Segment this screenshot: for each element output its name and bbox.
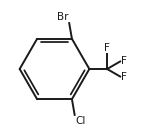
Text: F: F (122, 56, 127, 66)
Text: F: F (104, 43, 110, 53)
Text: F: F (122, 72, 127, 82)
Text: Cl: Cl (75, 116, 86, 126)
Text: Br: Br (57, 12, 69, 22)
